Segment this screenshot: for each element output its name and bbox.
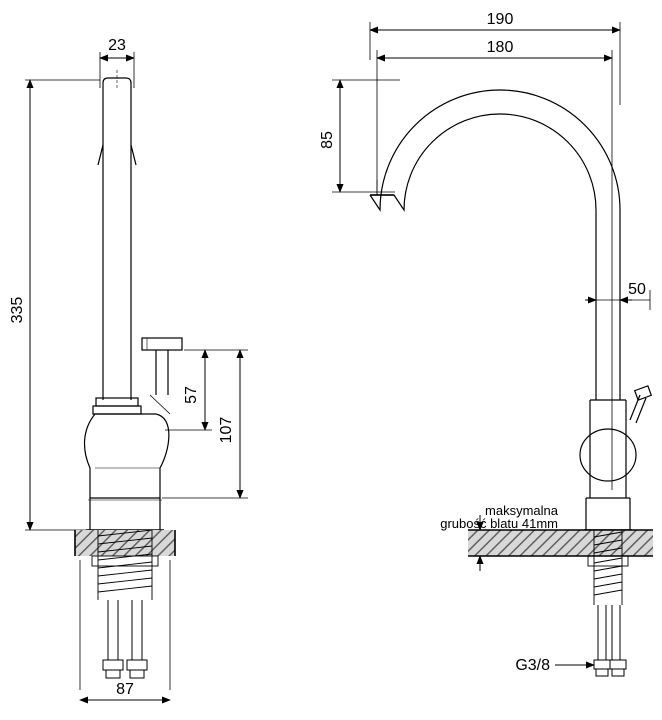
right-view: 190 180 85 50 [319,11,653,676]
dim-23: 23 [108,37,126,54]
note-line2: grubość blatu 41mm [440,516,558,531]
technical-drawing: 335 23 [0,0,662,720]
dim-57: 57 [183,386,200,404]
dim-g38: G3/8 [515,657,550,674]
dim-50: 50 [628,281,646,298]
dim-180: 180 [487,39,514,56]
dim-87: 87 [116,681,134,698]
dim-107: 107 [218,417,235,444]
dim-190: 190 [487,11,514,28]
left-view: 335 23 [9,37,248,700]
dim-85: 85 [319,131,336,149]
dim-335: 335 [9,297,26,324]
